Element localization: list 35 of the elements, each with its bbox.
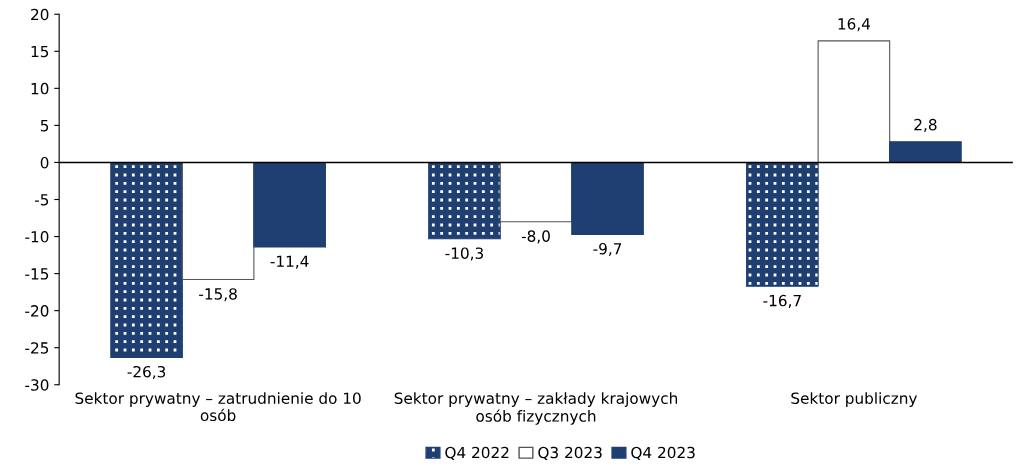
legend-label: Q4 2022 [445,446,509,461]
data-label: -15,8 [199,288,237,302]
bar [889,141,962,164]
data-label: -16,7 [763,294,801,308]
x-tick-label: Sektor publiczny [791,392,918,407]
x-tick-label: Sektor prywatny – zakłady krajowych osób fizycznych [394,392,678,425]
y-tick-label: -30 [25,379,49,391]
y-tick-label: -25 [25,342,49,354]
y-tick-label: -20 [25,305,49,317]
data-label: -11,4 [270,255,309,269]
bar [428,161,501,240]
data-label: 2,8 [914,118,937,132]
legend-label: Q3 2023 [538,446,602,461]
data-label: 16,4 [838,18,871,32]
bar [181,161,255,281]
y-tick-label: 20 [31,8,49,21]
bar [746,161,819,287]
y-tick-label: 0 [40,156,49,169]
y-tick-label: -10 [25,231,49,243]
bar [817,40,891,164]
bar [571,161,644,235]
y-tick-label: 10 [31,82,49,95]
y-tick-label: -15 [25,268,49,280]
y-tick-label: 5 [40,120,49,132]
bar [110,161,183,358]
data-label: -9,7 [593,242,622,257]
data-label: -26,3 [127,365,166,380]
x-tick-label: Sektor prywatny – zatrudnienie do 10 osób [75,392,361,422]
data-label: -8,0 [521,230,550,244]
data-label: -10,3 [445,247,484,261]
legend-label: Q4 2023 [631,446,695,461]
bar [253,161,326,248]
bar [499,161,573,223]
y-tick-label: 15 [31,45,49,58]
y-tick-label: -5 [34,194,49,206]
